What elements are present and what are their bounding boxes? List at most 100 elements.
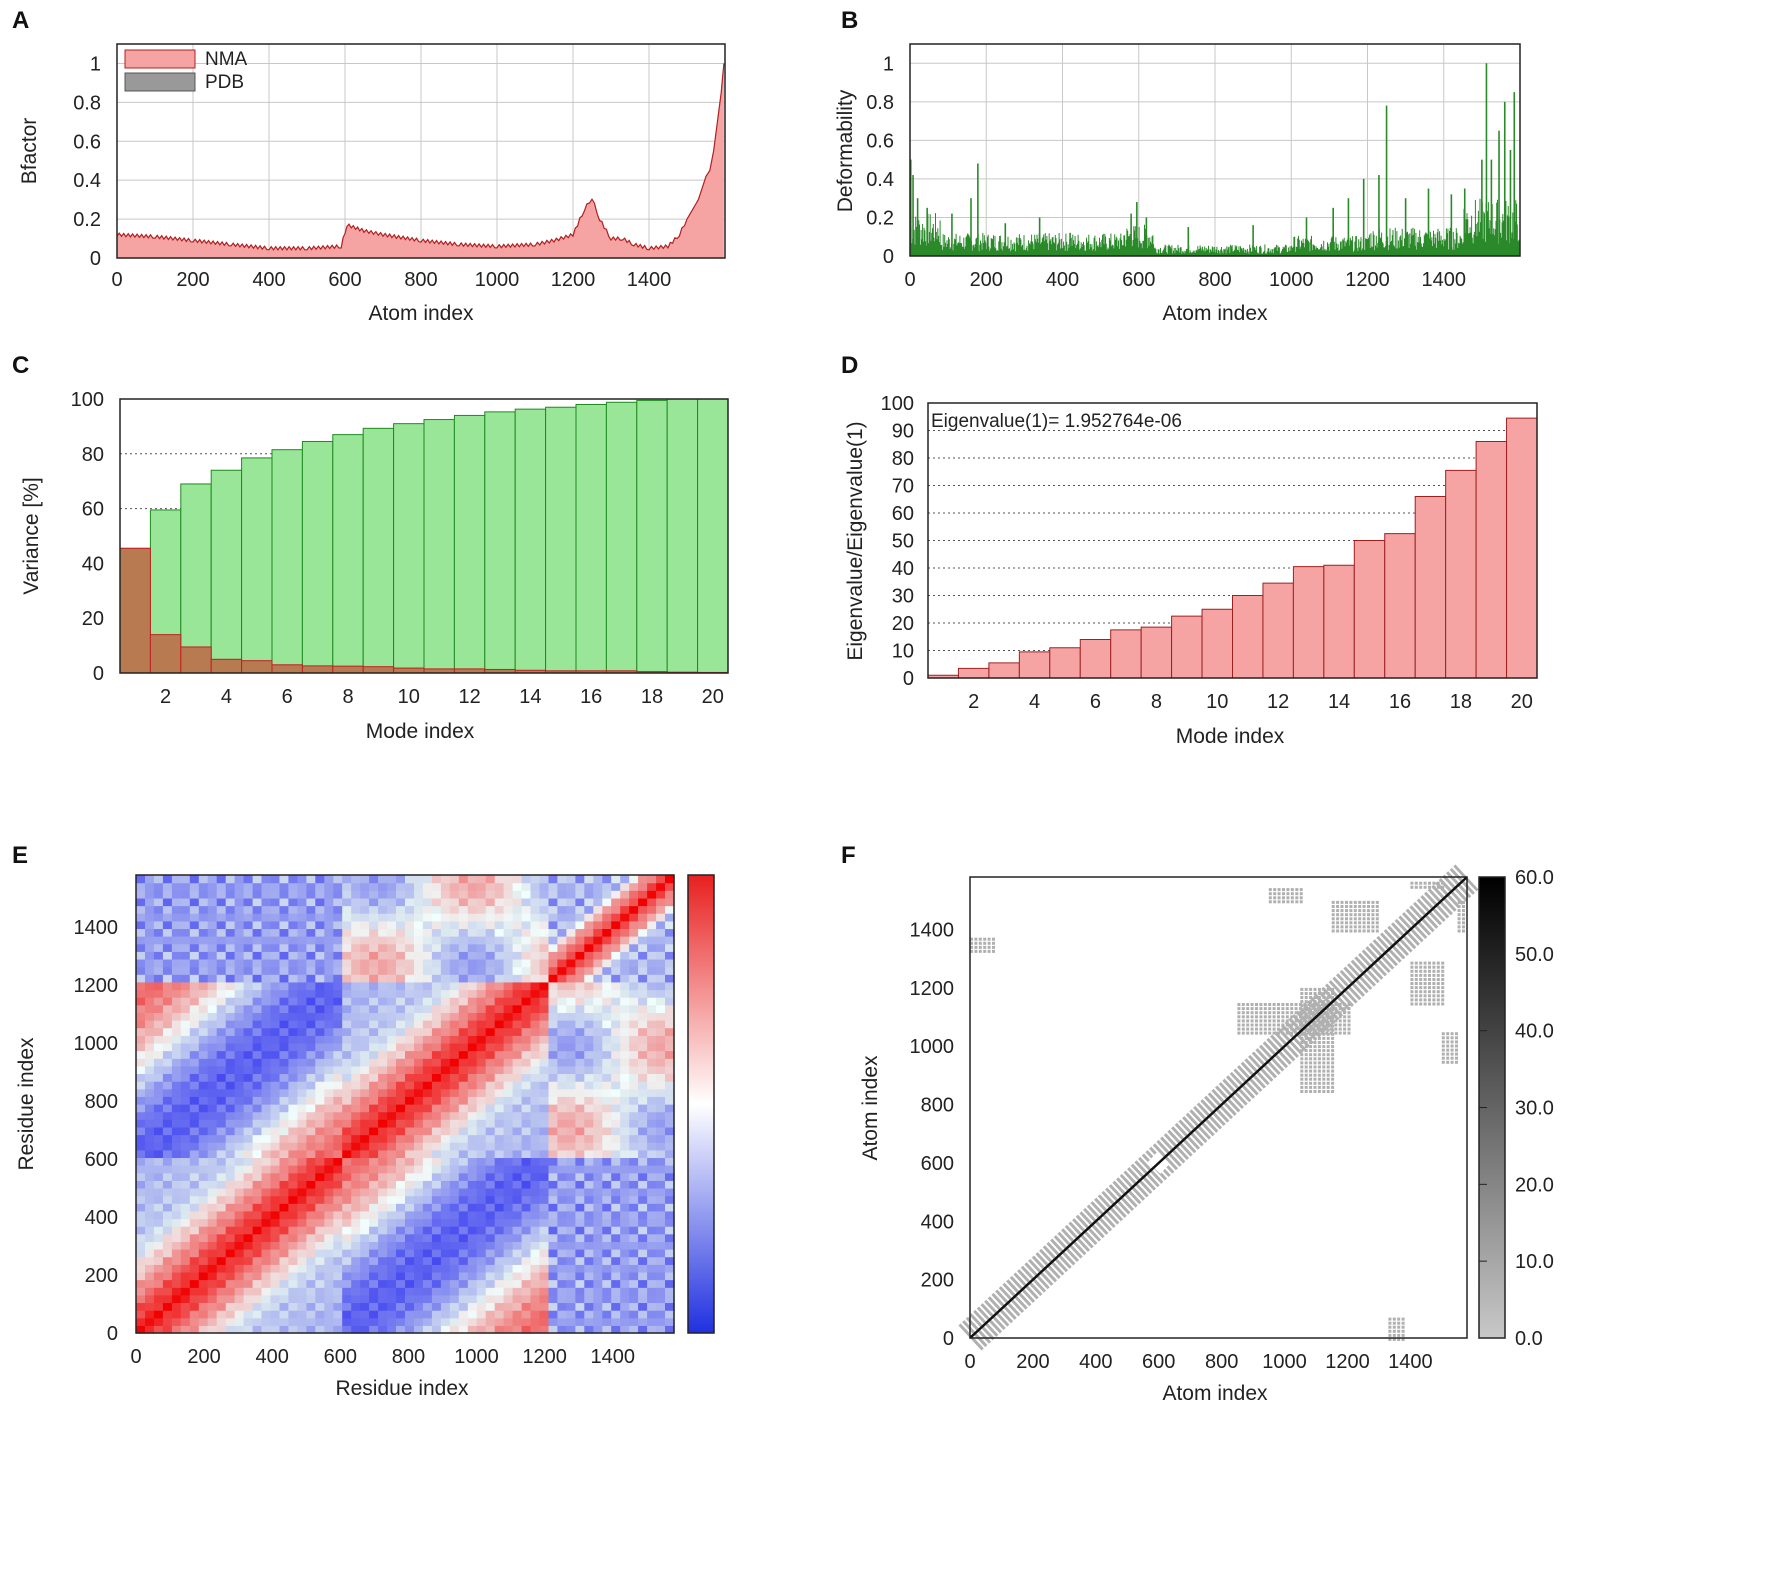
heatmap-cell xyxy=(279,1172,290,1181)
heatmap-cell xyxy=(405,1119,415,1128)
heatmap-cell xyxy=(476,1210,487,1220)
contact-point xyxy=(1294,1011,1298,1015)
heatmap-cell xyxy=(252,966,263,975)
heatmap-cell xyxy=(485,959,496,968)
heatmap-cell xyxy=(422,959,433,968)
heatmap-cell xyxy=(566,1218,576,1227)
heatmap-cell xyxy=(503,1241,514,1250)
heatmap-cell xyxy=(252,1210,263,1220)
heatmap-cell xyxy=(315,1004,325,1014)
heatmap-cell xyxy=(180,1004,191,1014)
heatmap-cell xyxy=(207,1126,218,1136)
heatmap-cell xyxy=(647,1126,657,1136)
heatmap-cell xyxy=(629,1317,639,1326)
contact-point xyxy=(1255,1023,1258,1027)
heatmap-cell xyxy=(207,1027,218,1036)
heatmap-cell xyxy=(351,1264,361,1273)
heatmap-cell xyxy=(306,1020,316,1029)
heatmap-cell xyxy=(476,1104,487,1113)
heatmap-cell xyxy=(225,1287,236,1296)
heatmap-cell xyxy=(414,943,424,952)
heatmap-cell xyxy=(243,1126,254,1136)
heatmap-cell xyxy=(180,1287,191,1296)
heatmap-cell xyxy=(360,1020,370,1029)
heatmap-cell xyxy=(422,928,433,937)
heatmap-cell xyxy=(494,1210,505,1220)
heatmap-cell xyxy=(288,1104,298,1113)
heatmap-cell xyxy=(360,1058,370,1067)
heatmap-cell xyxy=(566,875,576,884)
heatmap-cell xyxy=(557,989,567,998)
heatmap-cell xyxy=(297,1180,307,1189)
heatmap-cell xyxy=(360,1165,370,1174)
heatmap-cell xyxy=(351,1111,361,1120)
heatmap-cell xyxy=(575,913,585,922)
heatmap-cell xyxy=(324,1302,334,1311)
contact-point xyxy=(1316,1019,1320,1023)
heatmap-cell xyxy=(476,1149,487,1159)
heatmap-cell xyxy=(584,1157,594,1166)
heatmap-cell xyxy=(297,875,307,884)
contact-point xyxy=(1334,1031,1338,1035)
heatmap-cell xyxy=(602,1104,612,1113)
contact-point xyxy=(1338,1019,1342,1023)
heatmap-cell xyxy=(575,1134,585,1143)
contact-point xyxy=(1347,1007,1351,1011)
contact-point xyxy=(1340,921,1344,925)
heatmap-cell xyxy=(485,1088,496,1097)
heatmap-cell xyxy=(351,1065,361,1075)
heatmap-cell xyxy=(584,1042,594,1052)
heatmap-cell xyxy=(180,1249,191,1258)
heatmap-cell xyxy=(369,1104,379,1113)
contact-point xyxy=(1353,900,1357,904)
heatmap-cell xyxy=(243,1142,254,1151)
heatmap-cell xyxy=(333,1203,343,1212)
heatmap-cell xyxy=(521,1111,532,1120)
heatmap-cell xyxy=(306,1180,316,1189)
heatmap-cell xyxy=(396,1249,406,1258)
heatmap-cell xyxy=(405,1325,415,1334)
heatmap-cell xyxy=(315,1050,325,1059)
y-tick-label: 1400 xyxy=(910,920,955,942)
heatmap-cell xyxy=(512,875,523,884)
heatmap-cell xyxy=(396,1012,406,1021)
heatmap-cell xyxy=(180,1104,191,1113)
heatmap-cell xyxy=(324,936,334,945)
heatmap-cell xyxy=(548,1233,559,1243)
heatmap-cell xyxy=(566,1325,576,1334)
contact-point xyxy=(1371,909,1375,913)
heatmap-cell xyxy=(548,1065,559,1075)
heatmap-cell xyxy=(665,1134,675,1143)
heatmap-cell xyxy=(396,920,406,930)
heatmap-cell xyxy=(378,1134,388,1143)
heatmap-cell xyxy=(396,959,406,968)
heatmap-cell xyxy=(512,997,523,1006)
heatmap-cell xyxy=(234,1310,245,1319)
contact-point xyxy=(1375,913,1379,917)
heatmap-cell xyxy=(252,1058,263,1067)
heatmap-cell xyxy=(405,1050,415,1059)
x-tick-label: 20 xyxy=(702,686,724,708)
heatmap-cell xyxy=(431,974,442,983)
heatmap-cell xyxy=(521,1142,532,1151)
heatmap-cell xyxy=(647,1172,657,1181)
contact-point xyxy=(1290,1007,1294,1011)
heatmap-cell xyxy=(225,1149,236,1159)
heatmap-cell xyxy=(476,1050,487,1059)
heatmap-cell xyxy=(548,1004,559,1014)
contact-point xyxy=(1255,1015,1258,1019)
heatmap-cell xyxy=(638,1165,648,1174)
heatmap-cell xyxy=(297,1004,307,1014)
heatmap-cell xyxy=(414,1264,424,1273)
heatmap-cell xyxy=(512,1310,523,1319)
heatmap-cell xyxy=(611,966,621,975)
heatmap-cell xyxy=(620,928,630,937)
heatmap-cell xyxy=(261,1027,272,1036)
heatmap-cell xyxy=(261,1218,272,1227)
contact-point xyxy=(1309,1045,1313,1049)
heatmap-cell xyxy=(638,1149,648,1159)
heatmap-cell xyxy=(530,1188,541,1197)
heatmap-cell xyxy=(629,943,639,952)
heatmap-cell xyxy=(449,913,460,922)
heatmap-cell xyxy=(153,1226,164,1235)
